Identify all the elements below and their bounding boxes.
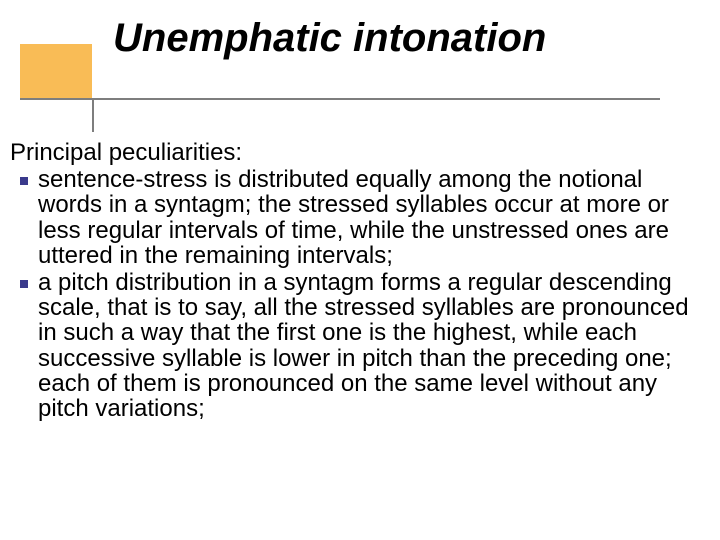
lead-paragraph: Principal peculiarities:: [10, 140, 710, 165]
bullet-list: sentence-stress is distributed equally a…: [10, 167, 710, 421]
list-item: a pitch distribution in a syntagm forms …: [10, 270, 710, 421]
body-text: Principal peculiarities: sentence-stress…: [10, 140, 710, 423]
bullet-square-icon: [20, 280, 28, 288]
slide-title: Unemphatic intonation: [113, 16, 546, 61]
bullet-square-icon: [20, 177, 28, 185]
list-item-text: a pitch distribution in a syntagm forms …: [38, 269, 689, 422]
accent-block: [20, 44, 92, 98]
divider-vertical: [92, 98, 94, 132]
list-item-text: sentence-stress is distributed equally a…: [38, 166, 669, 269]
divider-horizontal: [20, 98, 660, 100]
list-item: sentence-stress is distributed equally a…: [10, 167, 710, 268]
slide: Unemphatic intonation Principal peculiar…: [0, 0, 720, 540]
